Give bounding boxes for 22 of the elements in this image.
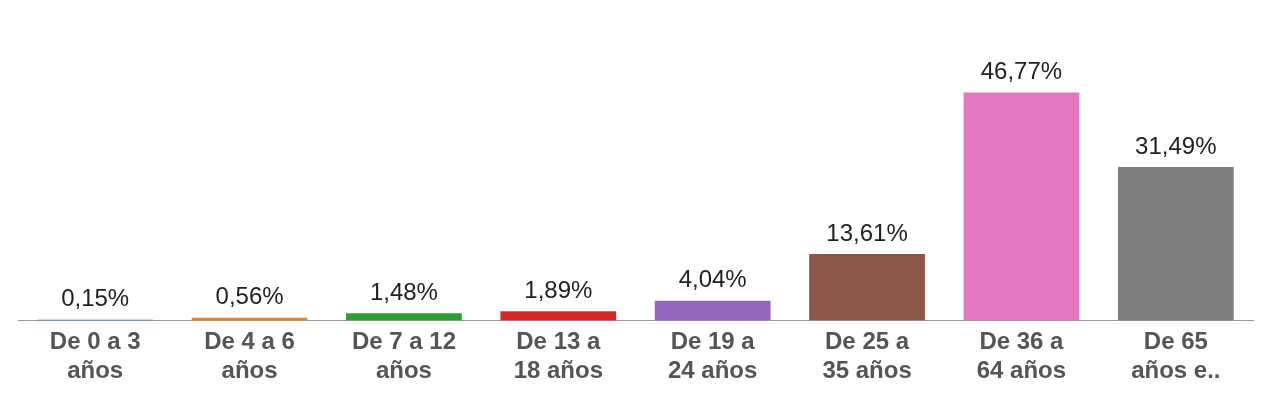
data-label: 1,48% xyxy=(369,277,438,305)
bar xyxy=(500,311,617,321)
x-tick-label: De 4 a 6 años xyxy=(204,327,295,384)
x-tick-label: De 19 a 24 años xyxy=(667,327,758,384)
data-label: 4,04% xyxy=(678,265,747,293)
bar xyxy=(809,254,925,321)
data-label: 46,77% xyxy=(980,57,1063,85)
bar xyxy=(1117,166,1234,321)
x-tick-label: De 25 a 35 años xyxy=(822,327,912,384)
x-tick-label: De 7 a 12 años xyxy=(351,327,456,384)
bar xyxy=(654,300,771,321)
bar xyxy=(346,313,462,321)
data-label: 0,56% xyxy=(215,282,284,310)
data-label: 31,49% xyxy=(1135,131,1217,159)
x-tick-label: De 36 a 64 años xyxy=(976,327,1067,384)
data-label: 1,89% xyxy=(524,275,593,303)
bar xyxy=(963,92,1080,321)
x-tick-label: De 0 a 3 años xyxy=(49,327,141,384)
x-tick-label: De 65 años e.. xyxy=(1131,327,1221,384)
data-label: 0,15% xyxy=(61,284,130,312)
x-tick-label: De 13 a 18 años xyxy=(513,327,604,384)
data-label: 13,61% xyxy=(826,218,908,246)
